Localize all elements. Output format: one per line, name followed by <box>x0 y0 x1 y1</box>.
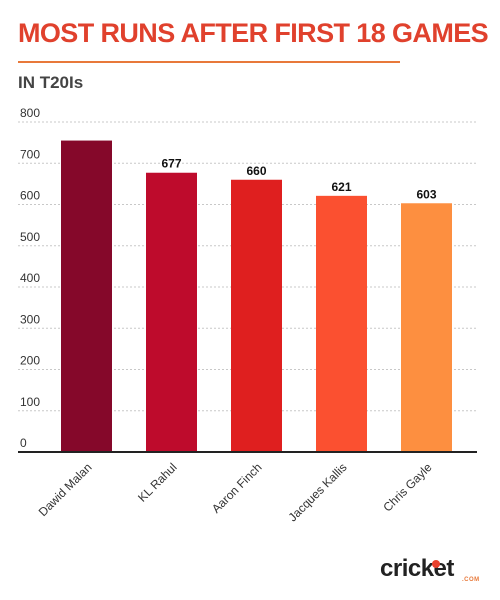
x-category-label: Chris Gayle <box>380 460 434 514</box>
data-label: 677 <box>161 157 181 171</box>
x-category-label: Aaron Finch <box>209 460 265 516</box>
y-tick-label: 500 <box>20 230 40 244</box>
y-tick-label: 0 <box>20 436 27 450</box>
bar <box>316 195 367 452</box>
y-tick-label: 600 <box>20 189 40 203</box>
x-category-label: Jacques Kallis <box>285 460 349 524</box>
cricket-com-logo: cricket .COM <box>380 557 480 587</box>
y-tick-label: 200 <box>20 354 40 368</box>
x-category-label: KL Rahul <box>135 460 179 504</box>
y-tick-label: 100 <box>20 395 40 409</box>
data-label: 603 <box>416 187 436 201</box>
data-label: 660 <box>246 164 266 178</box>
title-underline <box>18 61 400 63</box>
y-tick-label: 700 <box>20 147 40 161</box>
data-label: 621 <box>331 180 351 194</box>
chart-subtitle: IN T20Is <box>18 73 84 92</box>
logo-dot-icon <box>432 560 440 568</box>
y-tick-label: 300 <box>20 312 40 326</box>
bar <box>61 140 112 452</box>
brand-suffix: .COM <box>462 577 480 583</box>
y-tick-label: 400 <box>20 271 40 285</box>
x-category-label: Dawid Malan <box>36 460 95 519</box>
bar <box>231 179 282 452</box>
brand-name: cricket <box>380 555 454 582</box>
y-tick-label: 800 <box>20 106 40 120</box>
bar <box>401 203 452 452</box>
bar <box>146 172 197 453</box>
chart-title: MOST RUNS AFTER FIRST 18 GAMES <box>18 18 489 48</box>
